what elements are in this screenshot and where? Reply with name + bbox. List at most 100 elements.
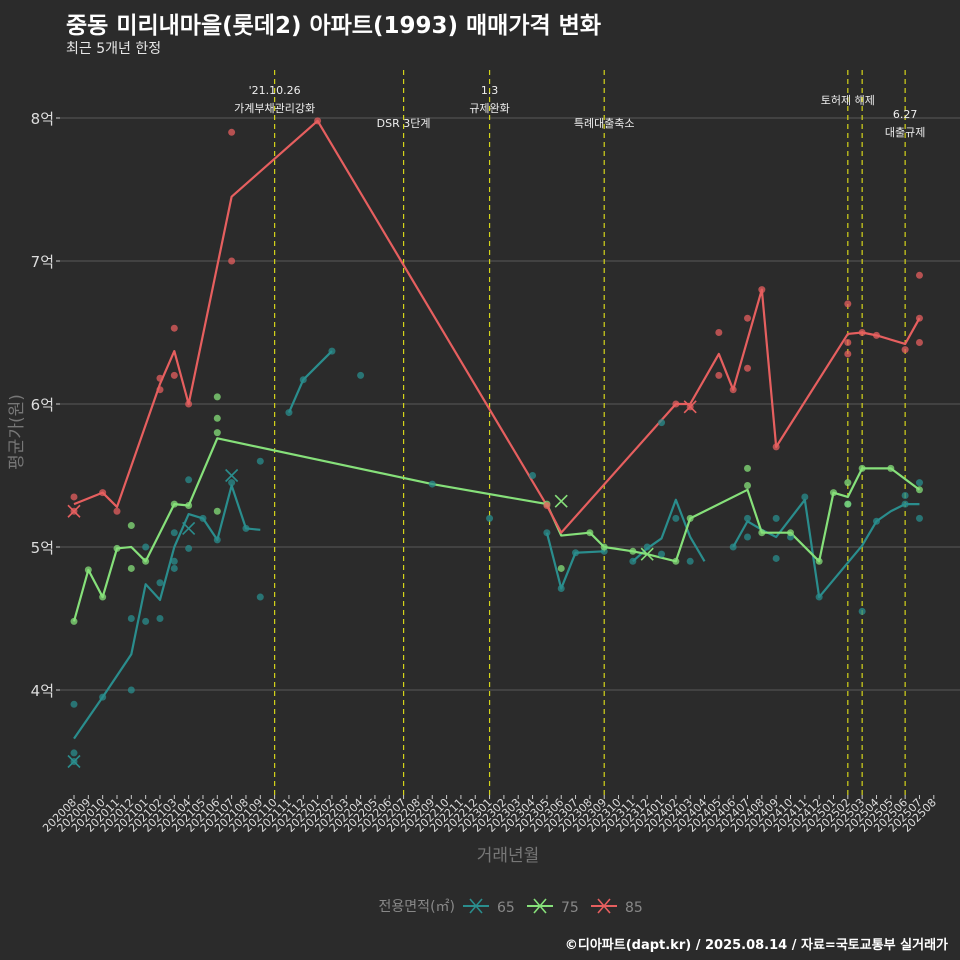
legend: 전용면적(㎡) 65 75 85 [379,898,643,916]
point-85 [715,371,723,379]
point-65 [70,749,78,757]
point-65 [142,617,150,625]
point-75 [744,482,752,490]
point-65 [199,514,207,522]
point-65 [801,493,809,501]
point-65 [228,479,236,487]
point-75 [600,543,608,551]
point-65 [170,557,178,565]
y-axis-title: 평균가(원) [7,394,27,470]
point-75 [213,414,221,422]
axis-layer: 4억5억6억7억8억평균가(원)202008202009202010202011… [7,110,939,866]
event-label: 토허제 해제 [821,93,875,107]
point-65 [772,554,780,562]
event-label: 1.3 [481,84,499,97]
point-65 [156,579,164,587]
point-75 [213,507,221,515]
series-line-75 [72,437,921,622]
event-label: 규제완화 [469,102,509,115]
point-65 [170,564,178,572]
event-label: 특례대출축소 [574,117,635,130]
point-75 [686,514,694,522]
point-85 [715,329,723,336]
event-label: '21.10.26 [249,84,301,97]
point-75 [844,479,852,487]
y-tick-label: 4억 [31,682,54,700]
series-line-65 [287,350,333,414]
point-65 [357,371,365,379]
point-75 [213,429,221,437]
point-85 [844,350,852,358]
point-85 [99,489,107,497]
legend-key-cross-75 [533,898,547,914]
point-85 [113,507,121,515]
event-label: 대출규제 [885,126,925,139]
legend-key-cross-65 [469,898,483,914]
chart-subtitle: 최근 5개년 한정 [66,41,162,57]
point-65 [185,476,193,484]
point-75 [84,566,92,574]
point-75 [142,557,150,565]
legend-label-75: 75 [561,900,579,916]
series-line-65 [732,498,920,599]
point-85 [844,300,852,308]
series-points [67,117,923,769]
point-85 [872,331,880,339]
event-label: DSR 3단계 [377,117,431,130]
point-85 [744,314,752,322]
cross-75 [640,547,654,561]
point-65 [256,457,264,465]
point-85 [228,128,236,136]
point-65 [213,536,221,544]
point-85 [170,324,178,332]
point-65 [915,479,923,487]
point-65 [643,543,651,551]
point-65 [858,607,866,615]
point-75 [829,489,837,497]
point-65 [142,543,150,551]
cross-85 [67,504,81,518]
point-75 [185,502,193,510]
cross-65 [67,754,81,769]
y-tick-label: 8억 [31,110,54,128]
point-65 [772,514,780,522]
point-65 [901,500,909,508]
point-65 [256,593,264,601]
series-line-65 [545,532,605,590]
point-65 [729,543,737,551]
point-65 [127,686,135,694]
event-label: 가계부채관리강화 [234,102,315,115]
point-65 [901,492,909,500]
point-65 [557,584,565,592]
point-65 [658,419,666,427]
legend-title: 전용면적(㎡) [379,899,455,915]
point-85 [915,271,923,279]
point-65 [629,557,637,565]
point-75 [127,564,135,572]
legend-label-85: 85 [625,900,643,916]
chart-title: 중동 미리내마을(롯데2) 아파트(1993) 매매가격 변화 [66,13,601,39]
point-75 [858,464,866,472]
point-75 [213,393,221,401]
point-65 [915,514,923,522]
point-65 [185,544,193,552]
point-85 [170,371,178,379]
point-85 [185,400,193,408]
point-65 [872,517,880,525]
point-85 [543,502,551,510]
point-85 [758,286,766,294]
point-85 [156,374,164,382]
point-65 [744,533,752,541]
series-lines [72,119,921,740]
cross-65 [225,468,239,483]
x-axis-title: 거래년월 [477,846,540,866]
point-85 [729,386,737,394]
source-caption: ©디아파트(dapt.kr) / 2025.08.14 / 자료=국토교통부 실… [564,938,948,953]
point-75 [672,557,680,565]
point-65 [672,514,680,522]
point-65 [428,480,436,488]
point-75 [99,593,107,601]
